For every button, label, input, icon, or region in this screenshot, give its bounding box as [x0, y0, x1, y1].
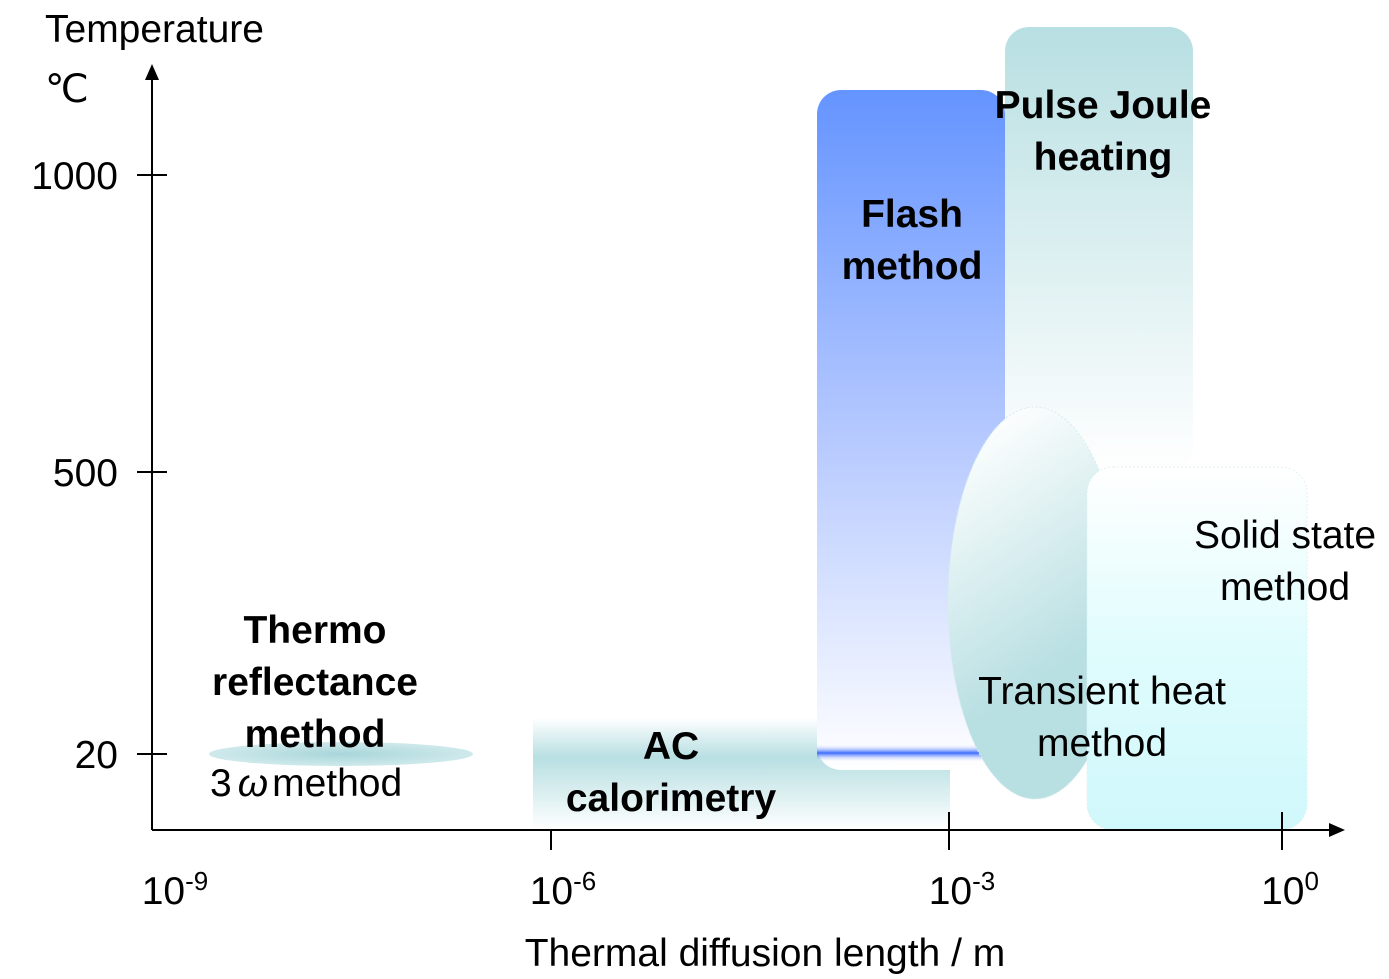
- tick-exp: -6: [573, 866, 596, 896]
- region-label: reflectance: [212, 661, 418, 704]
- region-label: Pulse Joule: [995, 84, 1212, 127]
- text: method: [272, 762, 402, 805]
- x-axis-label: Thermal diffusion length / m: [525, 932, 1006, 975]
- region-label: method: [1037, 722, 1167, 765]
- tick-exp: -3: [972, 866, 995, 896]
- tick-base: 10: [1261, 870, 1304, 913]
- region-label: Flash: [861, 193, 963, 236]
- axes: [137, 72, 1335, 850]
- y-tick-label: 1000: [31, 155, 118, 198]
- pulse-region: [1005, 27, 1193, 472]
- three-omega-label: 3 ω method: [210, 762, 402, 805]
- y-arrow: [145, 64, 159, 80]
- region-label: method: [1220, 566, 1350, 609]
- text: ω: [238, 762, 268, 805]
- region-label: calorimetry: [566, 777, 777, 820]
- y-axis-unit: ℃: [45, 68, 89, 111]
- y-axis-label: Temperature: [45, 8, 264, 51]
- region-label: Transient heat: [978, 670, 1226, 713]
- tick-base: 10: [142, 870, 185, 913]
- region-label: method: [842, 245, 983, 288]
- tick-base: 10: [530, 870, 573, 913]
- tick-exp: -9: [185, 866, 208, 896]
- region-label: Thermo: [243, 609, 386, 652]
- x-tick-label: 100: [1261, 866, 1319, 913]
- y-tick-label: 500: [53, 452, 118, 495]
- text: 3: [210, 762, 232, 805]
- x-tick-label: 10-6: [530, 866, 597, 913]
- tick-base: 10: [929, 870, 972, 913]
- thermo-region: [209, 742, 473, 766]
- region-label: Solid state: [1194, 514, 1376, 557]
- x-arrow: [1329, 823, 1345, 837]
- x-tick-label: 10-9: [142, 866, 209, 913]
- region-label: heating: [1034, 136, 1173, 179]
- region-label: AC: [643, 725, 699, 768]
- flash-stripe: [817, 744, 1017, 762]
- y-tick-label: 20: [75, 734, 118, 777]
- x-tick-label: 10-3: [929, 866, 996, 913]
- region-label: method: [245, 713, 386, 756]
- tick-exp: 0: [1304, 866, 1318, 896]
